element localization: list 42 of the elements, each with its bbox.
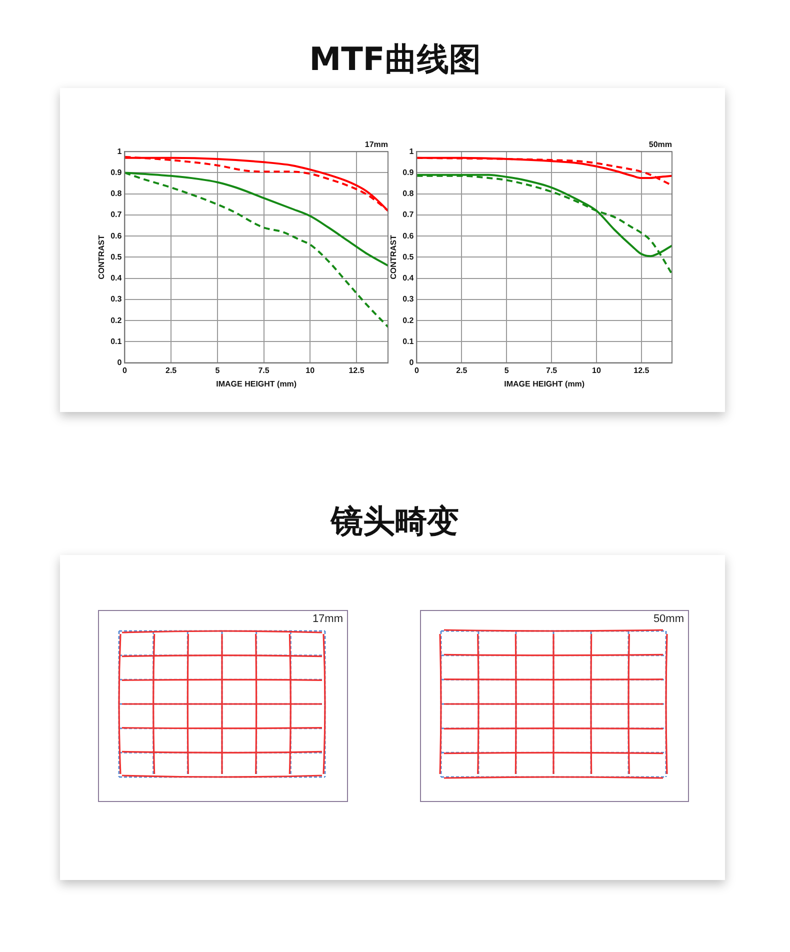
y-tick-label: 1 xyxy=(117,146,122,156)
chart-subtitle: 50mm xyxy=(648,140,672,150)
chart-subtitle: 17mm xyxy=(364,140,388,150)
y-tick-label: 0.6 xyxy=(110,231,122,240)
text: 镜头畸变 xyxy=(329,501,460,542)
y-tick-label: 0.8 xyxy=(402,189,414,198)
text: 17mm xyxy=(312,613,343,625)
x-tick-label: 2.5 xyxy=(166,366,178,375)
x-tick-label: 10 xyxy=(592,366,602,375)
x-tick-label: 7.5 xyxy=(546,366,558,375)
y-axis-title: CONTRAST xyxy=(389,234,398,280)
x-tick-label: 12.5 xyxy=(634,366,650,375)
y-tick-label: 0.2 xyxy=(110,316,122,325)
y-tick-label: 0.6 xyxy=(402,231,414,240)
y-tick-label: 0.5 xyxy=(110,252,122,262)
y-tick-label: 0.4 xyxy=(402,274,414,283)
text: 50mm xyxy=(653,613,684,625)
y-tick-label: 0 xyxy=(409,358,414,368)
y-tick-label: 0.3 xyxy=(110,294,122,304)
y-tick-label: 0.5 xyxy=(402,252,414,262)
x-tick-label: 12.5 xyxy=(348,366,365,375)
x-axis-title: IMAGE HEIGHT (mm) xyxy=(504,379,585,388)
y-tick-label: 0 xyxy=(117,358,122,368)
x-axis-title: IMAGE HEIGHT (mm) xyxy=(216,379,297,388)
y-tick-label: 0.1 xyxy=(110,336,122,346)
y-tick-label: 0.9 xyxy=(402,168,414,177)
y-tick-label: 0.9 xyxy=(110,168,122,177)
y-tick-label: 0.3 xyxy=(402,294,414,304)
y-tick-label: 0.7 xyxy=(402,210,414,220)
x-tick-label: 2.5 xyxy=(456,366,468,375)
y-tick-label: 1 xyxy=(409,146,414,156)
x-tick-label: 7.5 xyxy=(258,366,270,375)
y-tick-label: 0.2 xyxy=(402,316,414,325)
y-tick-label: 0.7 xyxy=(110,210,122,220)
chart-title: MTF曲线图 xyxy=(308,39,482,80)
x-tick-label: 5 xyxy=(504,366,510,375)
y-tick-label: 0.8 xyxy=(110,189,122,198)
y-tick-label: 0.4 xyxy=(110,274,122,283)
y-tick-label: 0.1 xyxy=(402,336,414,346)
x-tick-label: 5 xyxy=(215,366,220,375)
y-axis-title: CONTRAST xyxy=(97,234,106,280)
x-tick-label: 10 xyxy=(306,366,316,375)
